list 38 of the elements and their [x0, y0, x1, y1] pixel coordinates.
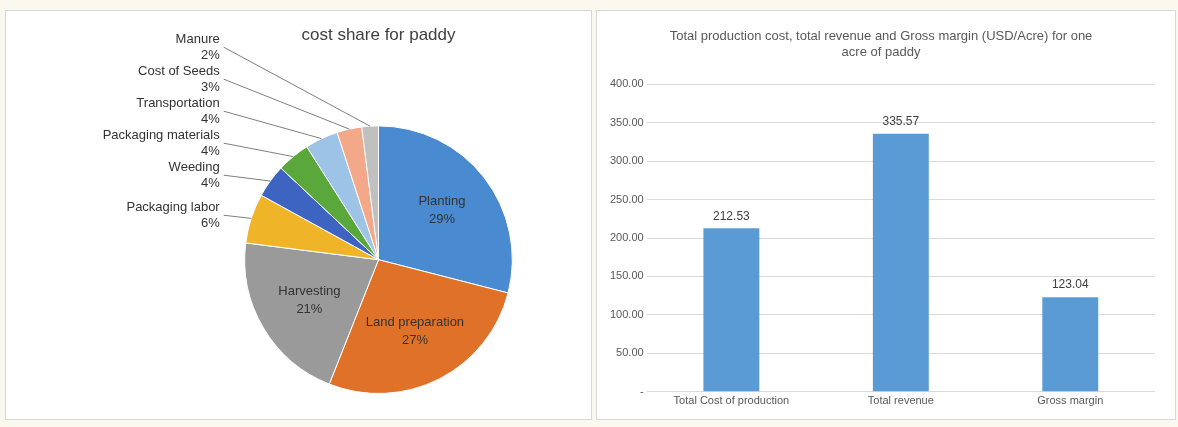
data-label: 21%: [296, 301, 323, 317]
slice-label: Packaging labor: [126, 198, 221, 214]
chart-title: cost share for paddy: [301, 24, 457, 44]
x-tick-label: Total Cost of production: [673, 394, 790, 407]
chart-title: Total production cost, total revenue and Gross margin (USD/Acre) for one acre of paddy: [669, 28, 1093, 59]
slice-label: Transportation: [136, 94, 220, 110]
data-label: 4%: [200, 142, 221, 158]
y-tick-label: 250.00: [609, 192, 644, 205]
slice-label: Packaging materials: [102, 126, 221, 142]
slice-label: Manure: [175, 30, 220, 46]
slice-label: Weeding: [168, 158, 220, 174]
y-tick-label: 400.00: [609, 77, 644, 90]
data-label: 123.04: [1051, 277, 1089, 292]
slice-label: Planting: [418, 193, 466, 209]
data-label: 27%: [401, 331, 429, 347]
data-label: 4%: [200, 174, 221, 190]
y-tick-label: 100.00: [609, 307, 644, 320]
y-tick-label: 150.00: [609, 269, 644, 282]
x-tick-label: Total revenue: [867, 394, 934, 407]
data-label: 3%: [200, 78, 221, 94]
y-tick-label: -: [639, 384, 644, 397]
data-label: 212.53: [713, 208, 751, 223]
bar: [703, 228, 760, 392]
slice-label: Harvesting: [278, 283, 341, 299]
slice-label: Cost of Seeds: [138, 62, 221, 78]
bar: [872, 133, 929, 392]
x-tick-label: Gross margin: [1037, 394, 1104, 407]
data-label: 4%: [200, 110, 221, 126]
y-tick-label: 350.00: [609, 115, 644, 128]
y-tick-label: 200.00: [609, 231, 644, 244]
y-tick-label: 50.00: [616, 346, 644, 359]
data-label: 29%: [428, 211, 456, 227]
data-label: 2%: [200, 46, 221, 62]
y-tick-label: 300.00: [609, 154, 644, 167]
slice-label: Land preparation: [365, 313, 465, 329]
data-label: 335.57: [882, 114, 920, 129]
data-label: 6%: [200, 214, 221, 230]
bar: [1042, 297, 1099, 392]
